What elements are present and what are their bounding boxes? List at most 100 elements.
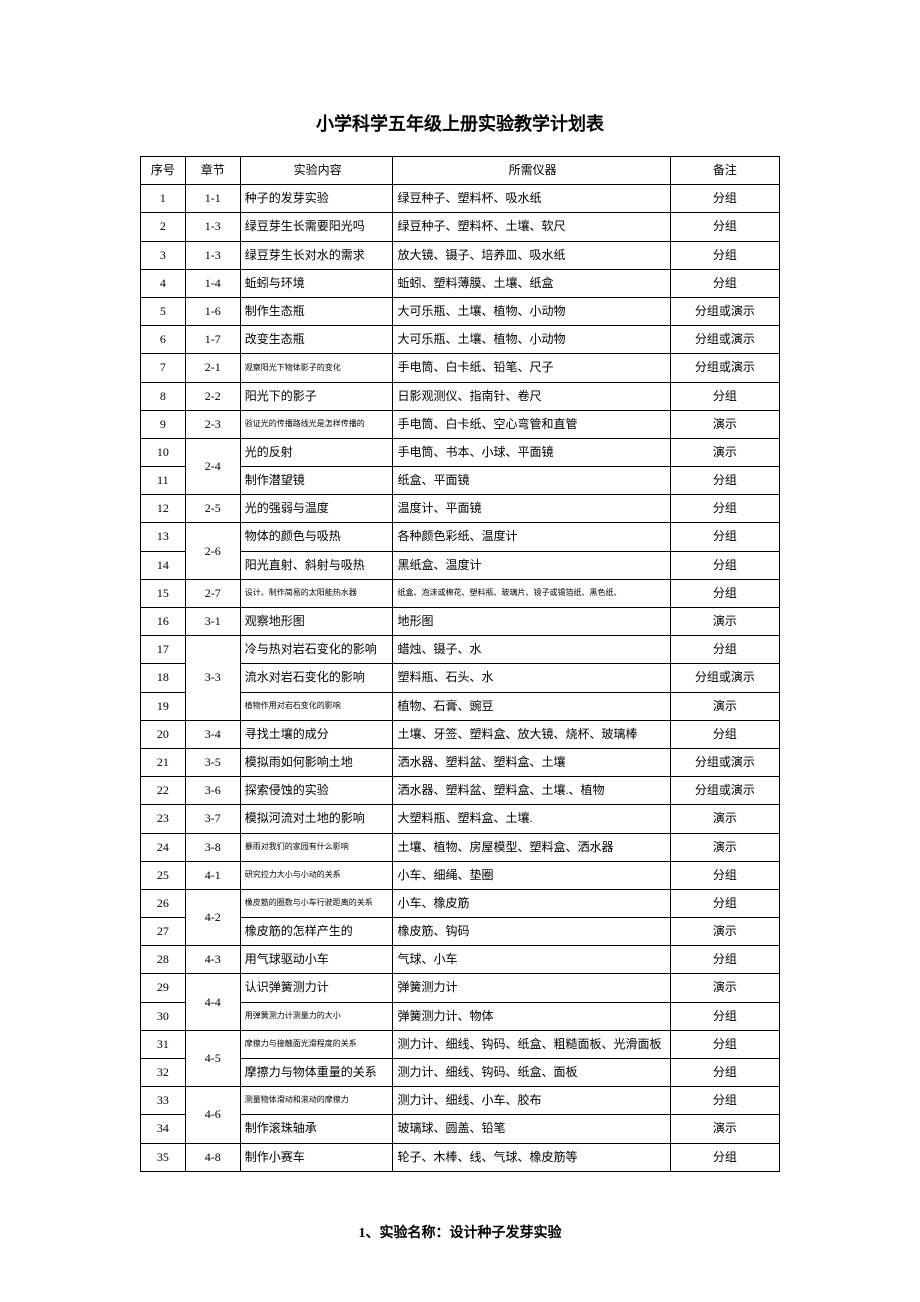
cell-chapter: 1-4 [185,269,240,297]
cell-content: 绿豆芽生长需要阳光吗 [240,213,393,241]
table-row: 264-2橡皮筋的圈数与小车行驶距离的关系小车、橡皮筋分组 [141,889,780,917]
cell-note: 分组 [670,636,779,664]
cell-content: 蚯蚓与环境 [240,269,393,297]
table-row: 233-7模拟河流对土地的影响大塑料瓶、塑料盒、土壤.演示 [141,805,780,833]
cell-seq: 34 [141,1115,186,1143]
cell-chapter: 2-7 [185,579,240,607]
cell-equipment: 纸盒、泡沫或棉花、塑料瓶、玻璃片、镜子或锡箔纸、黑色纸、 [393,579,670,607]
cell-content: 阳光下的影子 [240,382,393,410]
cell-equipment: 大可乐瓶、土壤、植物、小动物 [393,326,670,354]
cell-equipment: 玻璃球、圆盖、铅笔 [393,1115,670,1143]
cell-seq: 6 [141,326,186,354]
cell-seq: 12 [141,495,186,523]
cell-content: 制作生态瓶 [240,297,393,325]
table-row: 102-4光的反射手电筒、书本、小球、平面镜演示 [141,438,780,466]
cell-equipment: 植物、石膏、豌豆 [393,692,670,720]
table-row: 213-5模拟雨如何影响土地洒水器、塑料盆、塑料盒、土壤分组或演示 [141,748,780,776]
cell-equipment: 纸盒、平面镜 [393,467,670,495]
cell-note: 分组 [670,495,779,523]
cell-equipment: 小车、橡皮筋 [393,889,670,917]
table-row: 82-2阳光下的影子日影观测仪、指南针、卷尺分组 [141,382,780,410]
table-row: 284-3用气球驱动小车气球、小车分组 [141,946,780,974]
cell-chapter: 3-3 [185,636,240,721]
cell-content: 摩擦力与接触面光滑程度的关系 [240,1030,393,1058]
cell-chapter: 2-3 [185,410,240,438]
cell-content: 制作潜望镜 [240,467,393,495]
cell-content: 种子的发芽实验 [240,185,393,213]
cell-chapter: 2-4 [185,438,240,494]
cell-seq: 21 [141,748,186,776]
cell-equipment: 手电筒、白卡纸、空心弯管和直管 [393,410,670,438]
cell-note: 分组 [670,213,779,241]
cell-seq: 17 [141,636,186,664]
cell-seq: 5 [141,297,186,325]
table-row: 203-4寻找土壤的成分土壤、牙签、塑料盒、放大镜、烧杯、玻璃棒分组 [141,720,780,748]
cell-note: 分组 [670,946,779,974]
cell-seq: 2 [141,213,186,241]
cell-content: 暴雨对我们的家园有什么影响 [240,833,393,861]
cell-chapter: 3-6 [185,777,240,805]
table-row: 294-4认识弹簧测力计弹簧测力计演示 [141,974,780,1002]
table-row: 72-1观察阳光下物体影子的变化手电筒、白卡纸、铅笔、尺子分组或演示 [141,354,780,382]
header-equipment: 所需仪器 [393,157,670,185]
cell-equipment: 蚯蚓、塑料薄膜、土壤、纸盒 [393,269,670,297]
table-row: 41-4蚯蚓与环境蚯蚓、塑料薄膜、土壤、纸盒分组 [141,269,780,297]
cell-content: 用气球驱动小车 [240,946,393,974]
cell-seq: 29 [141,974,186,1002]
cell-equipment: 黑纸盒、温度计 [393,551,670,579]
cell-chapter: 2-1 [185,354,240,382]
cell-note: 演示 [670,438,779,466]
cell-content: 改变生态瓶 [240,326,393,354]
table-row: 243-8暴雨对我们的家园有什么影响土壤、植物、房屋模型、塑料盒、洒水器演示 [141,833,780,861]
cell-seq: 16 [141,608,186,636]
cell-seq: 15 [141,579,186,607]
cell-chapter: 4-2 [185,889,240,945]
cell-equipment: 绿豆种子、塑料杯、吸水纸 [393,185,670,213]
cell-equipment: 弹簧测力计 [393,974,670,1002]
cell-chapter: 1-7 [185,326,240,354]
cell-chapter: 1-1 [185,185,240,213]
cell-seq: 10 [141,438,186,466]
table-row: 314-5摩擦力与接触面光滑程度的关系测力计、细线、钩码、纸盒、粗糙面板、光滑面… [141,1030,780,1058]
cell-chapter: 4-3 [185,946,240,974]
document-page: 小学科学五年级上册实验教学计划表 序号 章节 实验内容 所需仪器 备注 11-1… [0,0,920,1302]
cell-chapter: 2-6 [185,523,240,579]
cell-equipment: 放大镜、镊子、培养皿、吸水纸 [393,241,670,269]
cell-seq: 7 [141,354,186,382]
cell-note: 分组 [670,269,779,297]
cell-chapter: 1-3 [185,241,240,269]
cell-content: 制作小赛车 [240,1143,393,1171]
cell-seq: 32 [141,1059,186,1087]
cell-equipment: 各种颜色彩纸、温度计 [393,523,670,551]
cell-equipment: 洒水器、塑料盆、塑料盒、土壤.、植物 [393,777,670,805]
experiment-plan-table: 序号 章节 实验内容 所需仪器 备注 11-1种子的发芽实验绿豆种子、塑料杯、吸… [140,156,780,1172]
table-row: 122-5光的强弱与温度温度计、平面镜分组 [141,495,780,523]
cell-seq: 9 [141,410,186,438]
cell-content: 橡皮筋的怎样产生的 [240,918,393,946]
table-row: 163-1观察地形图地形图演示 [141,608,780,636]
cell-content: 模拟河流对土地的影响 [240,805,393,833]
cell-seq: 30 [141,1002,186,1030]
cell-note: 分组或演示 [670,326,779,354]
cell-content: 探索侵蚀的实验 [240,777,393,805]
cell-note: 分组 [670,467,779,495]
cell-chapter: 3-1 [185,608,240,636]
cell-content: 认识弹簧测力计 [240,974,393,1002]
cell-content: 测量物体滑动和滚动的摩擦力 [240,1087,393,1115]
table-row: 173-3冷与热对岩石变化的影响蜡烛、镊子、水分组 [141,636,780,664]
cell-equipment: 测力计、细线、钩码、纸盒、面板 [393,1059,670,1087]
cell-content: 冷与热对岩石变化的影响 [240,636,393,664]
cell-equipment: 大可乐瓶、土壤、植物、小动物 [393,297,670,325]
table-row: 11-1种子的发芽实验绿豆种子、塑料杯、吸水纸分组 [141,185,780,213]
cell-seq: 13 [141,523,186,551]
cell-seq: 25 [141,861,186,889]
cell-note: 演示 [670,974,779,1002]
cell-equipment: 橡皮筋、钩码 [393,918,670,946]
cell-note: 演示 [670,608,779,636]
cell-note: 分组 [670,1030,779,1058]
cell-note: 分组或演示 [670,297,779,325]
cell-chapter: 3-8 [185,833,240,861]
cell-note: 分组或演示 [670,777,779,805]
cell-seq: 33 [141,1087,186,1115]
table-row: 92-3验证光的传播路线光是怎样传播的手电筒、白卡纸、空心弯管和直管演示 [141,410,780,438]
